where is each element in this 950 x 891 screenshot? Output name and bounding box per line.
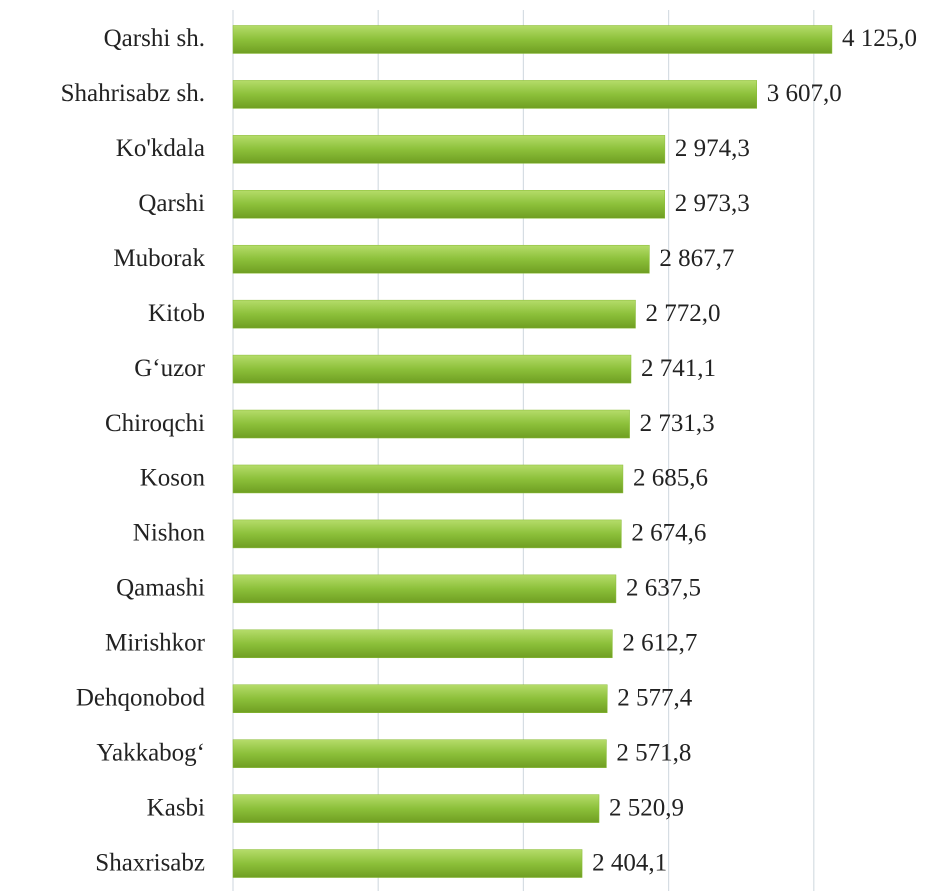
- y-tick-label: Qamashi: [116, 575, 205, 602]
- bar: [232, 409, 630, 439]
- y-tick-label: Nishon: [133, 520, 206, 547]
- y-tick-label: Shaxrisabz: [95, 849, 205, 876]
- bar: [232, 464, 624, 494]
- value-label: 2 577,4: [617, 684, 693, 711]
- bar: [232, 629, 613, 659]
- value-label: 2 637,5: [626, 575, 701, 602]
- y-tick-label: G‘uzor: [134, 355, 205, 382]
- bar: [232, 354, 632, 384]
- bar: [232, 739, 607, 768]
- y-tick-label: Qarshi: [138, 190, 205, 217]
- y-tick-label: Kasbi: [147, 794, 205, 821]
- y-tick-label: Ko'kdala: [116, 135, 205, 162]
- y-tick-label: Koson: [140, 465, 206, 492]
- y-tick-label: Mirishkor: [105, 630, 206, 657]
- y-tick-label: Muborak: [113, 245, 205, 272]
- y-tick-label: Shahrisabz sh.: [61, 80, 205, 107]
- y-tick-label: Dehqonobod: [76, 684, 206, 711]
- y-tick-label: Chiroqchi: [105, 410, 205, 437]
- value-label: 2 731,3: [640, 410, 715, 437]
- bar: [232, 80, 757, 109]
- bar: [232, 135, 666, 164]
- bar: [232, 574, 617, 604]
- value-label: 2 571,8: [616, 739, 691, 766]
- value-label: 2 685,6: [633, 465, 708, 492]
- y-tick-label: Yakkabog‘: [96, 739, 205, 766]
- value-label: 2 404,1: [592, 849, 667, 876]
- value-label: 3 607,0: [767, 80, 842, 107]
- value-label: 4 125,0: [842, 25, 917, 52]
- bar: [232, 794, 600, 823]
- value-label: 2 612,7: [622, 630, 697, 657]
- value-label: 2 674,6: [631, 520, 706, 547]
- bar: [232, 244, 650, 274]
- bar: [232, 849, 583, 878]
- y-tick-label: Qarshi sh.: [104, 25, 205, 52]
- value-label: 2 772,0: [645, 300, 720, 327]
- value-label: 2 974,3: [675, 135, 750, 162]
- value-label: 2 741,1: [641, 355, 716, 382]
- bar: [232, 519, 622, 549]
- bar: [232, 25, 833, 54]
- value-label: 2 867,7: [659, 245, 734, 272]
- value-label: 2 973,3: [675, 190, 750, 217]
- bar: [232, 684, 608, 713]
- y-tick-label: Kitob: [148, 300, 205, 327]
- value-label: 2 520,9: [609, 794, 684, 821]
- bar: [232, 299, 636, 329]
- bar: [232, 190, 665, 219]
